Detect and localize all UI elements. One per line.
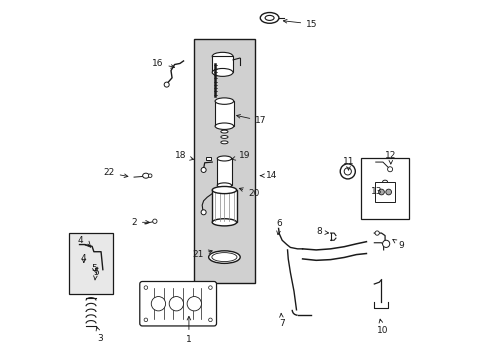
Text: 3: 3 <box>96 327 103 343</box>
Ellipse shape <box>212 186 236 194</box>
Ellipse shape <box>208 251 240 264</box>
Bar <box>212 56 233 72</box>
Circle shape <box>208 318 212 321</box>
Text: 18: 18 <box>174 152 193 161</box>
Text: 13: 13 <box>371 187 382 196</box>
Text: 9: 9 <box>392 239 404 250</box>
Bar <box>69 233 113 294</box>
Text: 8: 8 <box>316 228 328 237</box>
Circle shape <box>187 297 201 311</box>
Bar <box>374 182 394 202</box>
Bar <box>217 158 231 185</box>
Ellipse shape <box>217 183 231 188</box>
Text: 12: 12 <box>385 151 396 164</box>
Bar <box>361 158 408 220</box>
Circle shape <box>382 240 389 247</box>
Text: 1: 1 <box>185 316 191 344</box>
Ellipse shape <box>221 130 227 133</box>
Text: 14: 14 <box>260 171 277 180</box>
FancyBboxPatch shape <box>140 282 216 326</box>
Ellipse shape <box>264 15 274 21</box>
Text: 5: 5 <box>93 268 99 280</box>
Text: 2: 2 <box>131 218 149 227</box>
Text: 21: 21 <box>191 250 212 259</box>
Ellipse shape <box>221 135 227 138</box>
Bar <box>206 157 210 160</box>
Ellipse shape <box>217 156 231 161</box>
Circle shape <box>152 219 157 224</box>
Bar <box>215 101 233 126</box>
Text: 4: 4 <box>81 255 86 264</box>
Text: 10: 10 <box>376 319 387 335</box>
Circle shape <box>144 286 147 289</box>
Text: 4: 4 <box>77 236 83 245</box>
Ellipse shape <box>212 52 233 60</box>
Text: 17: 17 <box>236 114 266 125</box>
Text: 16: 16 <box>152 59 174 68</box>
Ellipse shape <box>221 141 227 144</box>
Ellipse shape <box>212 68 233 76</box>
Circle shape <box>144 318 147 321</box>
Text: 22: 22 <box>103 168 128 177</box>
Ellipse shape <box>212 219 236 226</box>
Text: 15: 15 <box>283 19 317 28</box>
Ellipse shape <box>344 168 351 175</box>
Circle shape <box>201 167 206 172</box>
Text: 11: 11 <box>342 157 353 170</box>
Circle shape <box>148 174 152 177</box>
Ellipse shape <box>340 164 355 179</box>
Circle shape <box>378 189 384 195</box>
Circle shape <box>387 167 392 172</box>
Circle shape <box>374 231 379 235</box>
Circle shape <box>169 297 183 311</box>
Text: 20: 20 <box>239 188 259 198</box>
Circle shape <box>164 82 169 87</box>
Bar <box>212 190 236 222</box>
Text: 7: 7 <box>278 313 284 328</box>
Ellipse shape <box>260 13 278 23</box>
Text: 19: 19 <box>231 152 250 161</box>
Circle shape <box>151 297 165 311</box>
Ellipse shape <box>215 123 233 130</box>
Ellipse shape <box>211 253 237 262</box>
Circle shape <box>208 286 212 289</box>
Text: 5: 5 <box>92 265 97 274</box>
Text: 6: 6 <box>276 219 282 235</box>
Ellipse shape <box>142 173 149 178</box>
Circle shape <box>385 189 391 195</box>
Circle shape <box>201 210 206 215</box>
Bar <box>193 40 255 283</box>
Ellipse shape <box>215 98 233 104</box>
